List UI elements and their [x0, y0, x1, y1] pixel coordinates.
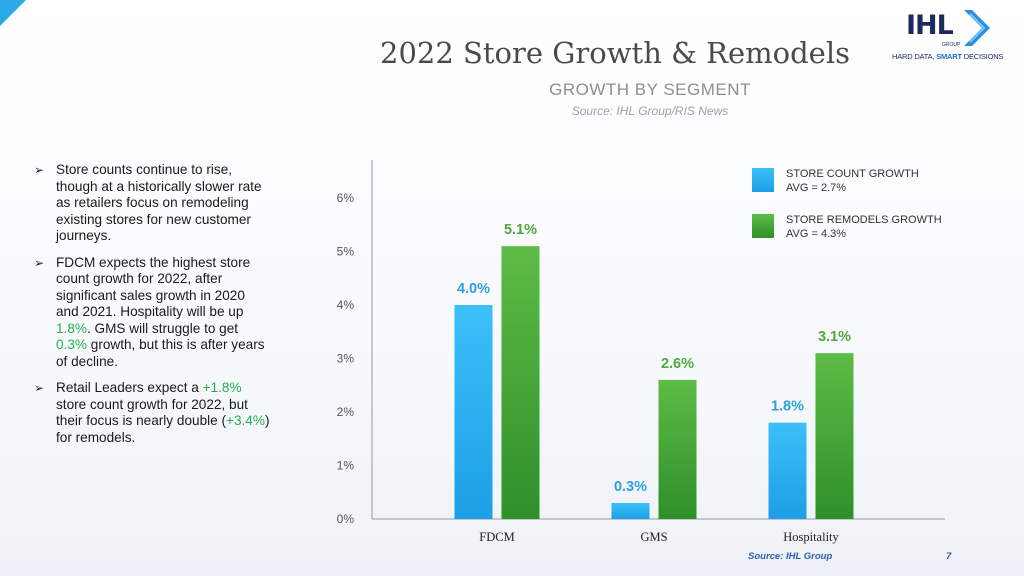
- legend-swatch: [752, 214, 774, 238]
- y-tick-label: 0%: [337, 512, 355, 526]
- bar-store-remodels: [815, 353, 854, 519]
- logo-group-label: GROUP: [942, 42, 961, 48]
- source-note-top: Source: IHL Group/RIS News: [571, 104, 729, 118]
- bullet-text: . GMS will struggle to get: [86, 320, 239, 336]
- arrow-bullet-icon: ➢: [34, 381, 45, 395]
- legend-average: AVG = 4.3%: [786, 228, 846, 240]
- x-tick-label: Hospitality: [783, 530, 839, 544]
- bullet-text: ) for remodels.: [56, 413, 270, 445]
- bar-store-count: [768, 422, 807, 519]
- data-label: 0.3%: [614, 479, 647, 495]
- ihl-logo: IHL GROUP HARD DATA, SMART DECISIONS: [892, 6, 1020, 68]
- legend-swatch: [752, 168, 774, 192]
- x-tick-label: GMS: [640, 530, 667, 544]
- bar-store-count: [454, 305, 493, 519]
- bar-store-remodels: [658, 379, 697, 519]
- x-tick-label: FDCM: [479, 530, 514, 544]
- logo-tagline: HARD DATA, SMART DECISIONS: [892, 52, 1004, 61]
- data-label: 4.0%: [457, 281, 490, 297]
- corner-accent: [0, 0, 26, 26]
- bullet-list: ➢ Store counts continue to rise, though a…: [34, 162, 270, 456]
- y-tick-label: 6%: [337, 191, 355, 205]
- y-tick-label: 2%: [337, 405, 355, 419]
- highlighted-value: +3.4%: [226, 413, 265, 428]
- data-label: 2.6%: [661, 356, 694, 372]
- highlighted-value: 1.8%: [56, 320, 87, 336]
- arrow-bullet-icon: ➢: [34, 163, 45, 177]
- source-note-bottom: Source: IHL Group: [748, 551, 833, 562]
- bullet-item: ➢ Store counts continue to rise, though a…: [34, 162, 270, 245]
- y-tick-label: 3%: [337, 352, 355, 366]
- legend-label: STORE COUNT GROWTH: [786, 168, 919, 180]
- highlighted-value: 0.3%: [56, 337, 87, 352]
- bar-store-count: [611, 502, 650, 519]
- y-tick-label: 5%: [337, 245, 355, 259]
- bar-store-remodels: [501, 246, 540, 519]
- bullet-item: ➢ Retail Leaders expect a +1.8% store cou…: [34, 380, 270, 446]
- bullet-item: ➢ FDCM expects the highest store count gr…: [34, 255, 270, 371]
- slide-subtitle: GROWTH BY SEGMENT: [549, 80, 751, 99]
- arrow-bullet-icon: ➢: [34, 255, 45, 270]
- page-number: 7: [946, 551, 952, 562]
- data-label: 5.1%: [504, 222, 537, 238]
- slide-title: 2022 Store Growth & Remodels: [380, 36, 850, 70]
- bullet-text: growth, but this is after years of decli…: [56, 337, 265, 369]
- bullet-text: FDCM expects the highest store count gro…: [56, 254, 251, 320]
- data-label: 1.8%: [771, 399, 804, 415]
- y-tick-label: 1%: [337, 459, 355, 473]
- highlighted-value: +1.8%: [202, 380, 242, 395]
- bullet-text: store count growth for 2022, but their f…: [56, 396, 248, 429]
- legend-label: STORE REMODELS GROWTH: [786, 214, 942, 226]
- chevron-arrow-icon: [964, 10, 990, 46]
- logo-wordmark: IHL: [906, 10, 954, 41]
- bullet-text: Store counts continue to rise, though at…: [56, 162, 262, 243]
- y-tick-label: 4%: [337, 298, 355, 312]
- bullet-text: Retail Leaders expect a: [56, 380, 203, 395]
- data-label: 3.1%: [818, 329, 851, 345]
- legend-average: AVG = 2.7%: [786, 182, 846, 194]
